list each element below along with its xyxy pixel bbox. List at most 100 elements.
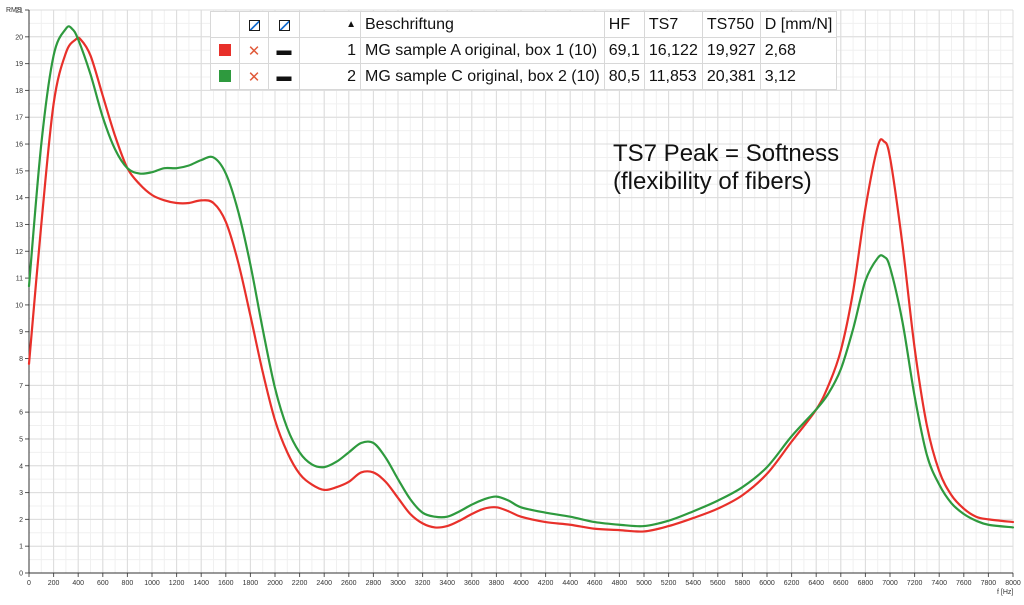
x-axis-label: f [Hz] [997,589,1013,596]
x-tick-label: 4200 [538,580,554,587]
x-tick-label: 4600 [587,580,603,587]
y-tick-label: 9 [19,329,23,336]
table-row[interactable]: ✕ ▬ 1 MG sample A original, box 1 (10) 6… [210,37,838,64]
y-tick-label: 17 [15,115,23,122]
x-tick-label: 4400 [562,580,578,587]
header-ts7[interactable]: TS7 [643,11,703,38]
y-tick-label: 21 [15,8,23,15]
y-tick-label: 0 [19,571,23,578]
y-tick-label: 2 [19,517,23,524]
axes [25,9,1014,577]
x-tick-label: 2000 [267,580,283,587]
x-tick-label: 7400 [931,580,947,587]
header-d[interactable]: D [mm/N] [759,11,838,38]
row-ts7: 11,853 [643,63,703,90]
edit-icon [248,19,260,31]
row-d: 3,12 [759,63,838,90]
x-tick-label: 5800 [735,580,751,587]
x-tick-label: 7200 [907,580,923,587]
row-ts750: 19,927 [701,37,761,64]
row-hf: 69,1 [603,37,645,64]
series-lines [27,25,1015,533]
x-tick-label: 6000 [759,580,775,587]
x-tick-label: 6600 [833,580,849,587]
remove-series-button[interactable]: ✕ [239,37,269,64]
header-blank [210,11,240,38]
x-tick-label: 6200 [784,580,800,587]
x-tick-label: 6800 [858,580,874,587]
line-style-button[interactable]: ▬ [268,37,300,64]
x-tick-labels: 0 200 400 600 800 1000 1200 1400 1600 1800 2000 220… [27,580,1021,587]
edit-icon [278,19,290,31]
x-tick-label: 8000 [1005,580,1021,587]
x-tick-label: 4800 [612,580,628,587]
y-tick-label: 8 [19,356,23,363]
x-tick-label: 5200 [661,580,677,587]
x-tick-label: 3600 [464,580,480,587]
header-label[interactable]: Beschriftung [360,11,605,38]
series-line-1 [27,36,1015,533]
y-tick-label: 20 [15,34,23,41]
header-sort[interactable]: ▲ [299,11,361,38]
x-tick-label: 1800 [243,580,259,587]
x-tick-label: 0 [27,580,31,587]
x-tick-label: 5000 [636,580,652,587]
x-tick-label: 6400 [808,580,824,587]
x-tick-label: 3400 [439,580,455,587]
x-tick-label: 2600 [341,580,357,587]
row-label: MG sample C original, box 2 (10) [360,63,605,90]
y-tick-label: 5 [19,436,23,443]
x-tick-label: 600 [97,580,109,587]
x-tick-label: 5400 [685,580,701,587]
x-tick-label: 2400 [316,580,332,587]
y-tick-label: 6 [19,410,23,417]
x-tick-label: 3000 [390,580,406,587]
color-swatch-icon [219,44,231,57]
series-color-cell[interactable] [210,37,240,64]
close-icon: ✕ [247,42,261,60]
line-style-icon: ▬ [276,42,292,59]
series-color-cell[interactable] [210,63,240,90]
major-gridlines [28,9,1014,574]
y-tick-label: 11 [16,276,23,283]
triangle-up-icon: ▲ [346,19,356,30]
x-tick-label: 3200 [415,580,431,587]
header-linestyle[interactable] [268,11,300,38]
legend-table: ▲ Beschriftung HF TS7 TS750 D [mm/N] ✕ ▬… [210,11,838,90]
line-style-button[interactable]: ▬ [268,63,300,90]
y-tick-label: 16 [15,142,23,149]
x-tick-label: 7800 [981,580,997,587]
x-tick-label: 200 [48,580,60,587]
y-tick-label: 13 [15,222,23,229]
x-tick-label: 3800 [489,580,505,587]
y-tick-label: 18 [15,88,23,95]
x-tick-label: 4000 [513,580,529,587]
header-ts750[interactable]: TS750 [701,11,761,38]
row-hf: 80,5 [603,63,645,90]
x-tick-label: 2200 [292,580,308,587]
y-tick-label: 4 [19,463,23,470]
y-tick-label: 12 [15,249,23,256]
remove-series-button[interactable]: ✕ [239,63,269,90]
row-ts750: 20,381 [701,63,761,90]
y-tick-label: 1 [19,544,23,551]
y-tick-label: 7 [19,383,23,390]
row-label: MG sample A original, box 1 (10) [360,37,605,64]
x-tick-label: 400 [72,580,84,587]
line-style-icon: ▬ [276,68,292,85]
legend-header-row: ▲ Beschriftung HF TS7 TS750 D [mm/N] [210,11,838,38]
x-tick-label: 2800 [366,580,382,587]
series-line-2 [27,25,1015,529]
x-tick-label: 5600 [710,580,726,587]
header-visibility[interactable] [239,11,269,38]
annotation-line-1: TS7 Peak = Softness [613,140,839,167]
y-tick-label: 10 [15,302,23,309]
x-tick-label: 1400 [193,580,209,587]
header-hf[interactable]: HF [603,11,645,38]
row-index: 2 [299,63,361,90]
table-row[interactable]: ✕ ▬ 2 MG sample C original, box 2 (10) 8… [210,63,838,90]
close-icon: ✕ [247,68,261,86]
row-ts7: 16,122 [643,37,703,64]
y-tick-label: 19 [15,61,23,68]
